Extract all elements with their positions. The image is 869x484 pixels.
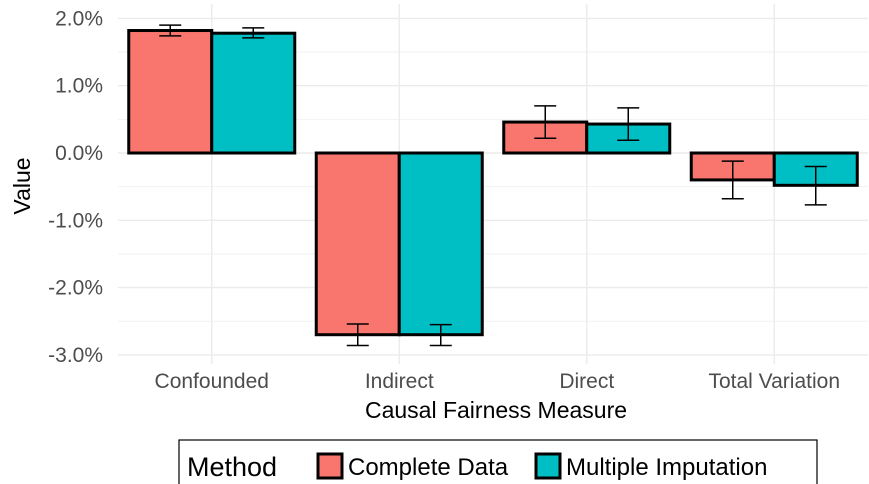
- x-tick-label: Total Variation: [708, 370, 840, 393]
- error-bar: [429, 323, 452, 347]
- bar-multiple-imputation-indirect: [397, 151, 484, 337]
- legend-label-multiple-imputation: Multiple Imputation: [566, 454, 767, 481]
- y-tick-label: -1.0%: [48, 209, 103, 232]
- y-axis-title: Value: [9, 157, 35, 214]
- x-tick-label: Confounded: [155, 370, 269, 393]
- error-bar: [617, 107, 640, 141]
- y-tick-label: 2.0%: [55, 7, 103, 30]
- error-bars: [159, 24, 827, 347]
- y-tick-label: 0.0%: [55, 142, 103, 165]
- error-bar: [159, 24, 182, 37]
- y-axis-tick-labels: 2.0% 1.0% 0.0% -1.0% -2.0% -3.0%: [48, 7, 103, 367]
- error-bar: [534, 105, 557, 139]
- bar-complete-data-confounded: [127, 29, 214, 155]
- x-tick-label: Direct: [559, 370, 614, 393]
- legend-label-complete-data: Complete Data: [348, 454, 509, 481]
- y-tick-label: 1.0%: [55, 75, 103, 98]
- x-axis-title: Causal Fairness Measure: [365, 397, 627, 423]
- legend-items: Complete Data Multiple Imputation: [316, 452, 767, 481]
- y-tick-label: -3.0%: [48, 344, 103, 367]
- bars: [127, 29, 859, 337]
- bar-complete-data-indirect: [314, 151, 401, 337]
- x-tick-label: Indirect: [365, 370, 434, 393]
- error-bar: [242, 27, 265, 39]
- legend-key-multiple-imputation: [534, 452, 562, 480]
- bar-multiple-imputation-confounded: [210, 31, 297, 155]
- legend-title: Method: [187, 452, 277, 482]
- error-bar: [804, 165, 827, 206]
- error-bar: [346, 323, 369, 347]
- y-tick-label: -2.0%: [48, 277, 103, 300]
- legend-key-complete-data: [316, 452, 344, 480]
- legend: Method Complete Data Multiple Imputation: [178, 439, 818, 484]
- x-axis-tick-labels: Confounded Indirect Direct Total Variation: [155, 370, 840, 393]
- legend-frame: [178, 439, 818, 484]
- error-bar: [721, 160, 744, 200]
